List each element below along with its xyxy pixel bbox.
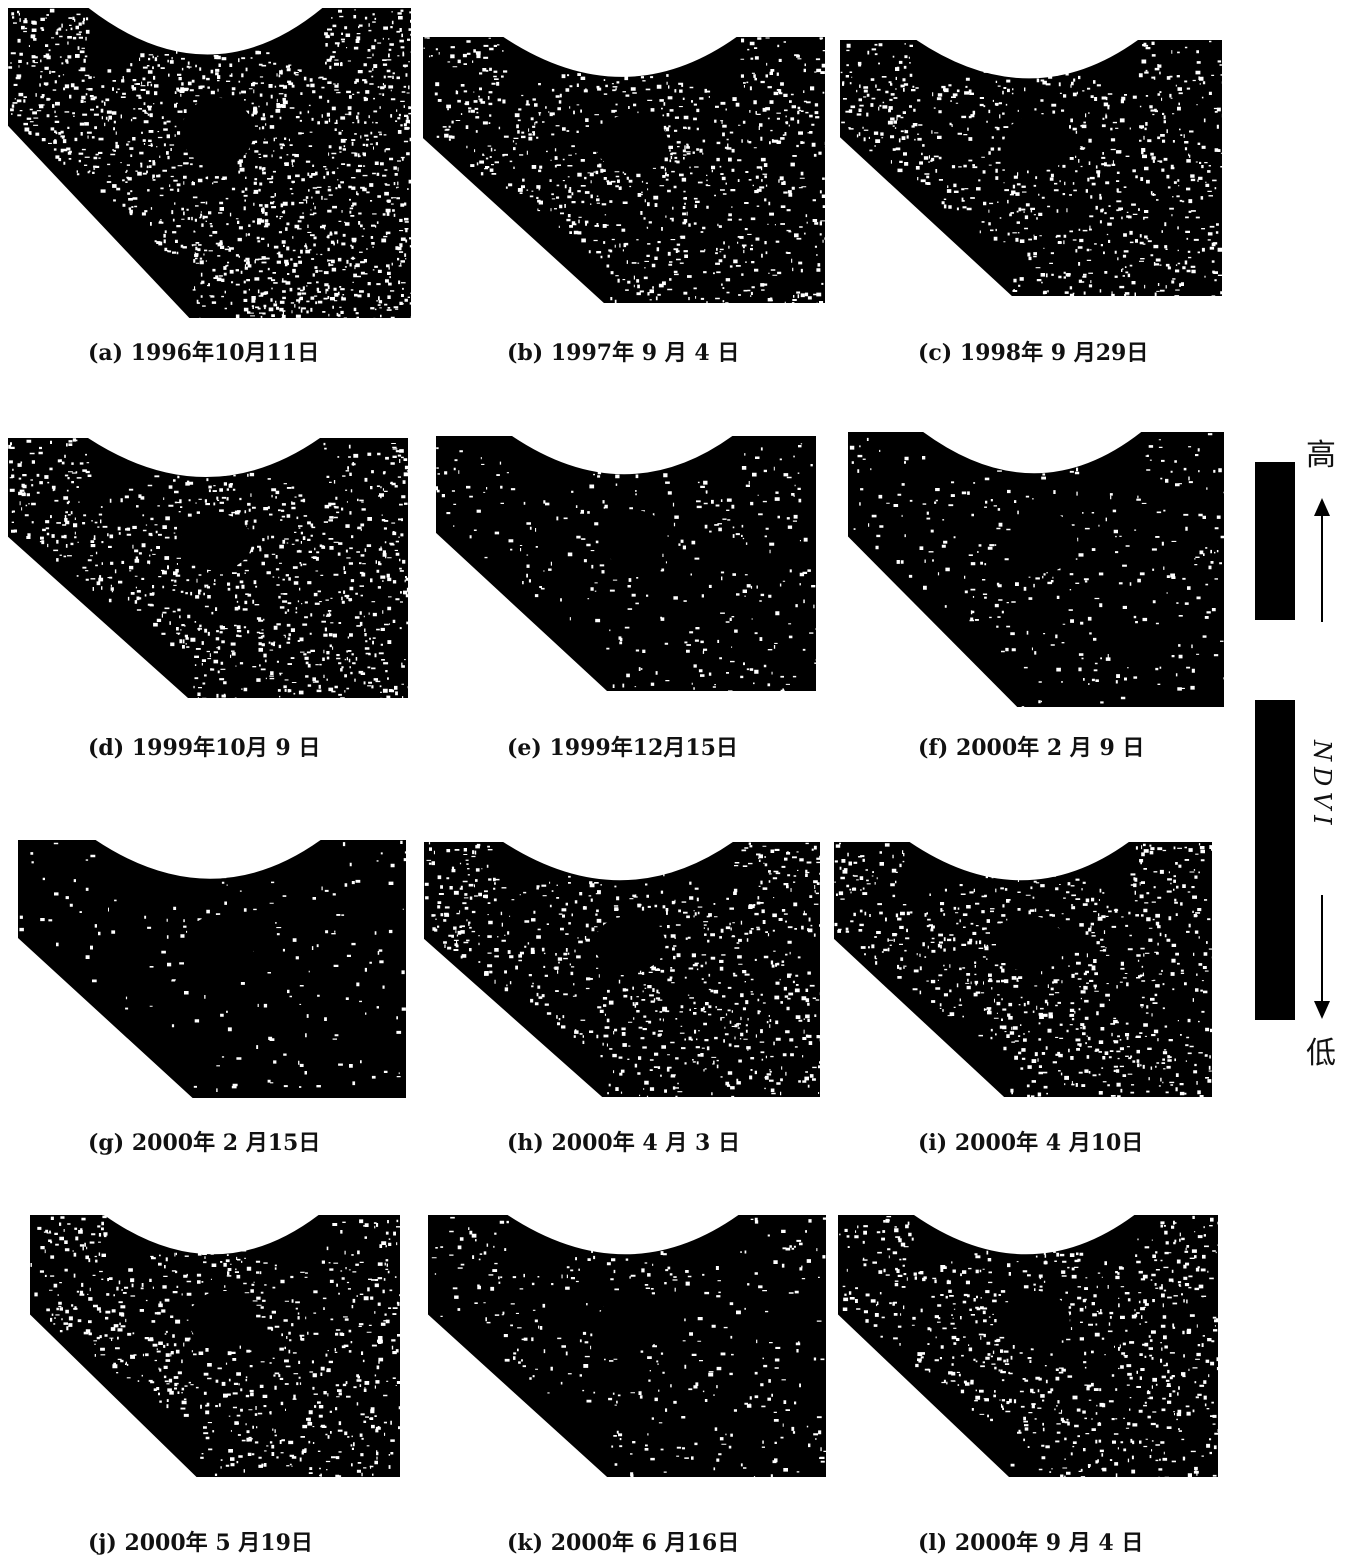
- legend-axis-label: NDVI: [1308, 740, 1336, 831]
- satellite-image-panel: [30, 1215, 400, 1477]
- ndvi-map-image: [18, 840, 406, 1098]
- satellite-image-panel: [834, 842, 1212, 1097]
- panel-caption: (d) 1999年10月 9 日: [88, 730, 320, 762]
- satellite-image-panel: [423, 37, 825, 303]
- panel-caption: (e) 1999年12月15日: [507, 730, 738, 762]
- ndvi-map-image: [8, 438, 408, 698]
- ndvi-map-image: [423, 37, 825, 303]
- panel-caption: (l) 2000年 9 月 4 日: [918, 1525, 1143, 1557]
- legend-bar-top: [1255, 462, 1295, 620]
- ndvi-map-image: [838, 1215, 1218, 1477]
- ndvi-map-image: [436, 436, 816, 691]
- panel-caption: (j) 2000年 5 月19日: [88, 1525, 313, 1557]
- satellite-image-panel: [838, 1215, 1218, 1477]
- panel-caption: (f) 2000年 2 月 9 日: [918, 730, 1144, 762]
- ndvi-map-image: [834, 842, 1212, 1097]
- satellite-image-panel: [848, 432, 1224, 707]
- panel-caption: (k) 2000年 6 月16日: [507, 1525, 739, 1557]
- ndvi-map-image: [8, 8, 411, 318]
- legend-low-label: 低: [1306, 1028, 1336, 1072]
- legend-bar-bottom: [1255, 700, 1295, 1020]
- panel-caption: (g) 2000年 2 月15日: [88, 1125, 320, 1157]
- satellite-image-panel: [840, 40, 1222, 296]
- panel-caption: (h) 2000年 4 月 3 日: [507, 1125, 740, 1157]
- ndvi-map-image: [840, 40, 1222, 296]
- arrow-down-icon: [1312, 895, 1332, 1019]
- panel-caption: (c) 1998年 9 月29日: [918, 335, 1148, 367]
- ndvi-map-image: [424, 842, 820, 1097]
- satellite-image-panel: [436, 436, 816, 691]
- satellite-image-panel: [8, 8, 411, 318]
- arrow-up-icon: [1312, 498, 1332, 622]
- panel-caption: (b) 1997年 9 月 4 日: [507, 335, 739, 367]
- legend-high-label: 高: [1306, 430, 1336, 474]
- satellite-image-panel: [18, 840, 406, 1098]
- satellite-image-panel: [424, 842, 820, 1097]
- satellite-image-panel: [428, 1215, 826, 1477]
- panel-caption: (a) 1996年10月11日: [88, 335, 319, 367]
- panel-caption: (i) 2000年 4 月10日: [918, 1125, 1143, 1157]
- ndvi-map-image: [848, 432, 1224, 707]
- satellite-image-panel: [8, 438, 408, 698]
- ndvi-map-image: [428, 1215, 826, 1477]
- ndvi-map-image: [30, 1215, 400, 1477]
